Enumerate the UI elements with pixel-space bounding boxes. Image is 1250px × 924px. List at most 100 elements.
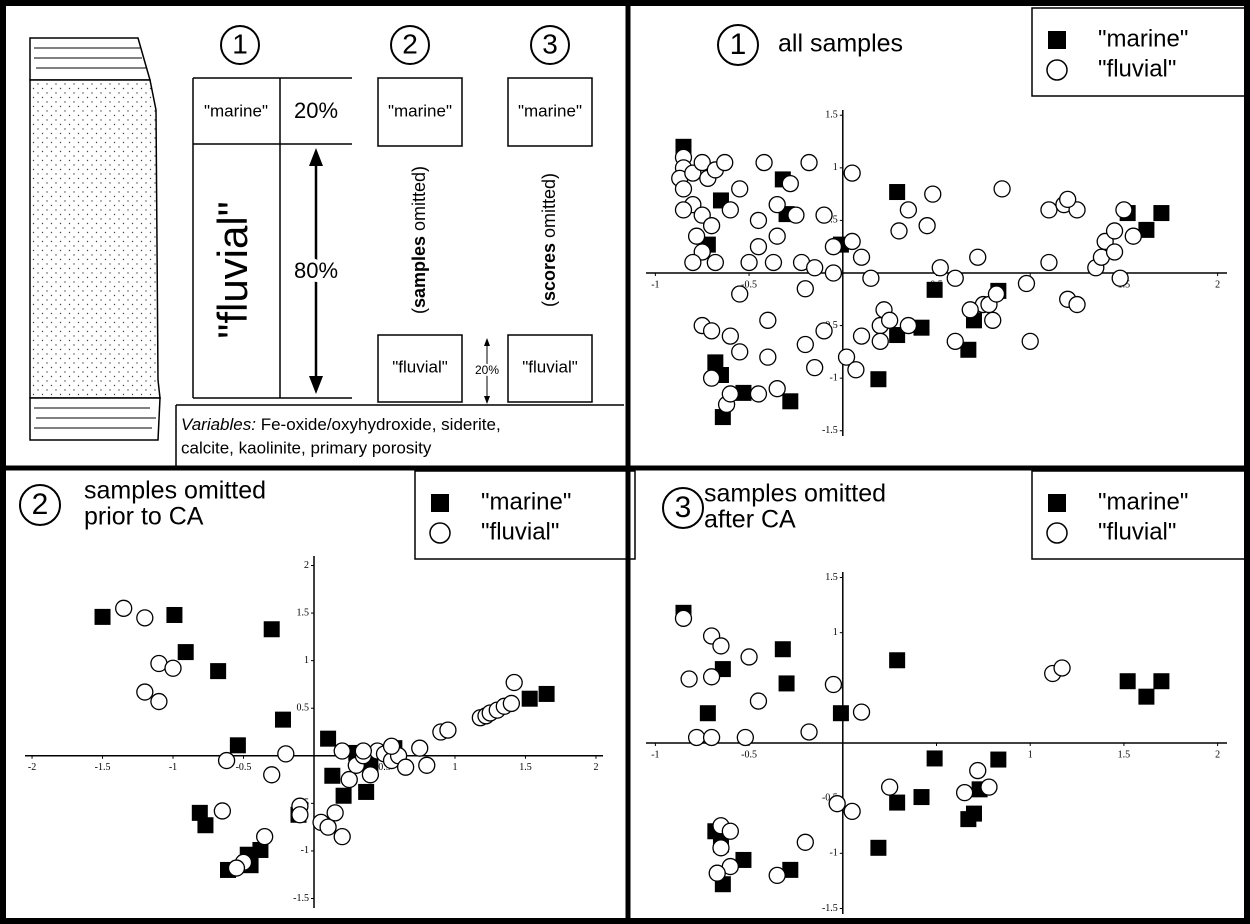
- fluvial-label: "fluvial": [522, 357, 578, 376]
- x-tick-label: -0.5: [236, 762, 252, 773]
- fluvial-point: [741, 254, 757, 270]
- fluvial-point: [825, 239, 841, 255]
- fluvial-point: [900, 202, 916, 218]
- y-tick-label: -1.5: [822, 903, 838, 914]
- fluvial-point: [947, 333, 963, 349]
- fluvial-point: [807, 360, 823, 376]
- fluvial-point: [844, 233, 860, 249]
- fluvial-point: [957, 785, 973, 801]
- fluvial-point: [844, 165, 860, 181]
- fluvial-point: [797, 281, 813, 297]
- legend-label: "marine": [1098, 25, 1188, 52]
- fluvial-point: [228, 860, 244, 876]
- fluvial-point: [801, 724, 817, 740]
- legend-label: "fluvial": [1098, 55, 1176, 82]
- marine-point: [230, 737, 246, 753]
- fluvial-point: [214, 803, 230, 819]
- fluvial-point: [709, 865, 725, 881]
- fluvial-point: [1018, 276, 1034, 292]
- chart-number: 3: [675, 491, 692, 524]
- x-tick-label: 2: [1215, 749, 1220, 760]
- fluvial-point: [506, 675, 522, 691]
- marine-point: [210, 663, 226, 679]
- omitted-note: (scores omitted): [539, 173, 559, 307]
- fluvial-point: [722, 202, 738, 218]
- x-tick-label: -1.5: [95, 762, 111, 773]
- fluvial-pct: 20%: [475, 363, 499, 377]
- fluvial-point: [1125, 228, 1141, 244]
- legend-label: "marine": [1098, 488, 1188, 515]
- column-number: 3: [542, 28, 558, 59]
- marine-point: [539, 686, 555, 702]
- fluvial-point: [769, 197, 785, 213]
- fluvial-point: [750, 693, 766, 709]
- marine-label: "marine": [204, 101, 268, 120]
- fluvial-point: [1054, 660, 1070, 676]
- fluvial-point: [681, 671, 697, 687]
- marine-point: [95, 609, 111, 625]
- fluvial-point: [722, 823, 738, 839]
- column-number: 2: [402, 28, 418, 59]
- fluvial-point: [844, 803, 860, 819]
- legend-swatch: [430, 523, 450, 543]
- fluvial-point: [825, 677, 841, 693]
- fluvial-point: [675, 181, 691, 197]
- x-tick-label: -1: [169, 762, 177, 773]
- fluvial-point: [900, 318, 916, 334]
- fluvial-point: [165, 660, 181, 676]
- marine-point: [782, 393, 798, 409]
- fluvial-point: [932, 260, 948, 276]
- legend-label: "marine": [481, 488, 571, 515]
- fluvial-point: [419, 757, 435, 773]
- fluvial-point: [1107, 244, 1123, 260]
- fluvial-point: [797, 337, 813, 353]
- fluvial-point: [769, 228, 785, 244]
- fluvial-point: [732, 344, 748, 360]
- fluvial-point: [760, 312, 776, 328]
- chart-number: 2: [32, 488, 49, 521]
- fluvial-point: [675, 610, 691, 626]
- marine-point: [700, 705, 716, 721]
- fluvial-point: [685, 254, 701, 270]
- fluvial-point: [689, 729, 705, 745]
- legend-label: "fluvial": [1098, 518, 1176, 545]
- chart-title: after CA: [704, 506, 796, 534]
- variables-line: Fe-oxide/oxyhydroxide, siderite,: [256, 415, 501, 434]
- fluvial-point: [925, 186, 941, 202]
- fluvial-point: [717, 155, 733, 171]
- x-tick-label: 1.5: [1118, 749, 1131, 760]
- fluvial-point: [278, 746, 294, 762]
- marine-point: [914, 789, 930, 805]
- legend-swatch: [431, 494, 449, 512]
- fluvial-point: [151, 694, 167, 710]
- fluvial-point: [970, 249, 986, 265]
- fluvial-point: [292, 807, 308, 823]
- fluvial-point: [970, 763, 986, 779]
- marine-point: [275, 712, 291, 728]
- fluvial-point: [398, 759, 414, 775]
- fluvial-point: [412, 740, 428, 756]
- fluvial-point: [327, 805, 343, 821]
- fluvial-point: [882, 779, 898, 795]
- marine-point: [522, 691, 538, 707]
- y-tick-label: 1.5: [825, 110, 838, 121]
- chart-title: samples omitted: [704, 480, 886, 508]
- note-part: scores: [539, 243, 559, 301]
- marine-point: [264, 621, 280, 637]
- marine-point: [966, 806, 982, 822]
- fluvial-point: [1022, 333, 1038, 349]
- x-tick-label: 1: [452, 762, 457, 773]
- fluvial-point: [704, 370, 720, 386]
- fluvial-point: [704, 669, 720, 685]
- fluvial-point: [713, 840, 729, 856]
- fluvial-point: [384, 738, 400, 754]
- chart-title: all samples: [778, 30, 903, 58]
- fluvial-point: [219, 753, 235, 769]
- y-tick-label: 1.5: [825, 572, 838, 583]
- fluvial-point: [797, 834, 813, 850]
- fluvial-point: [765, 254, 781, 270]
- x-tick-label: -1: [651, 279, 659, 290]
- fluvial-point: [962, 302, 978, 318]
- fluvial-point: [334, 743, 350, 759]
- legend-swatch: [1047, 60, 1067, 80]
